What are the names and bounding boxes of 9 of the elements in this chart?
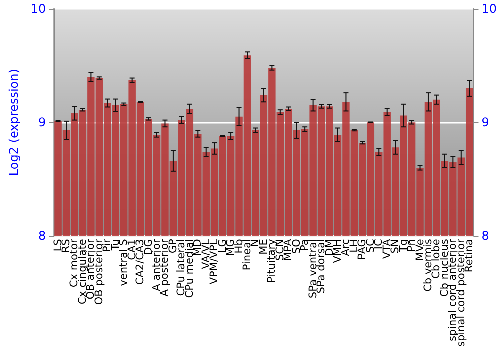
y2-tick-label: 10 [482, 2, 498, 16]
y2-tick-label: 8 [482, 229, 490, 244]
y-tick-label: 10 [30, 2, 46, 16]
y-tick-label: 9 [38, 116, 46, 130]
y2-tick-label: 9 [482, 116, 490, 130]
x-tick-label: Pituitary [266, 239, 278, 283]
y-axis-title: Log2 (expression) [7, 69, 21, 176]
y-tick-label: 8 [38, 229, 46, 244]
x-tick-label: Retina [464, 239, 476, 273]
